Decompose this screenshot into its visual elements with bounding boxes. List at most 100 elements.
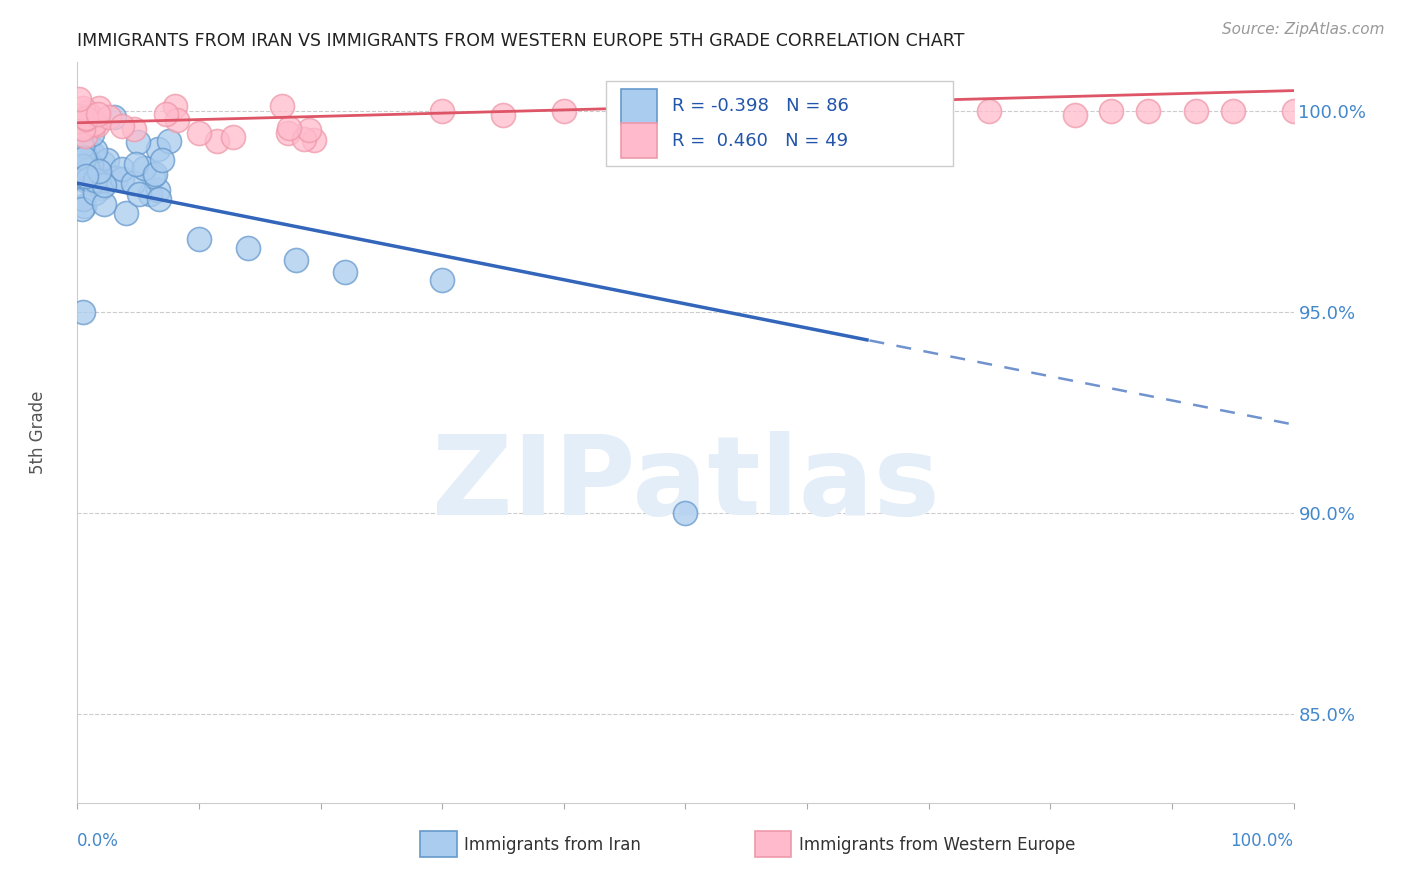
- Point: [90, 174, 112, 188]
- Point: [72, 121, 94, 136]
- Point: [796, 103, 818, 118]
- Point: [72, 117, 94, 131]
- Point: [70, 155, 93, 169]
- Point: [675, 103, 697, 118]
- Point: [122, 122, 145, 136]
- Point: [979, 103, 1001, 118]
- Point: [80, 108, 103, 122]
- Bar: [621, 88, 658, 124]
- Point: [75, 155, 97, 169]
- Text: Source: ZipAtlas.com: Source: ZipAtlas.com: [1222, 22, 1385, 37]
- Point: [613, 103, 636, 118]
- Text: R =  0.460   N = 49: R = 0.460 N = 49: [672, 131, 848, 150]
- Point: [675, 506, 697, 520]
- Point: [72, 305, 94, 319]
- Point: [285, 252, 308, 267]
- Point: [125, 157, 148, 171]
- Point: [1099, 103, 1122, 118]
- Text: Immigrants from Western Europe: Immigrants from Western Europe: [799, 836, 1076, 854]
- Bar: [420, 831, 457, 857]
- Point: [67, 145, 90, 160]
- Point: [918, 103, 941, 118]
- Text: 100.0%: 100.0%: [1230, 832, 1294, 850]
- Point: [492, 108, 515, 122]
- Point: [73, 199, 96, 213]
- Point: [80, 115, 103, 129]
- Point: [67, 171, 90, 186]
- Point: [75, 114, 97, 128]
- Point: [155, 106, 177, 120]
- Point: [1063, 108, 1085, 122]
- Point: [69, 136, 91, 150]
- Point: [1282, 103, 1305, 118]
- Point: [735, 103, 758, 118]
- Point: [76, 162, 98, 177]
- Point: [143, 168, 166, 182]
- Point: [98, 111, 121, 125]
- Point: [1222, 103, 1244, 118]
- Point: [121, 176, 143, 190]
- Point: [77, 145, 100, 159]
- Point: [93, 196, 115, 211]
- Text: R = -0.398   N = 86: R = -0.398 N = 86: [672, 97, 849, 115]
- Point: [67, 119, 90, 133]
- Point: [87, 164, 110, 178]
- Point: [87, 101, 110, 115]
- Point: [111, 119, 134, 133]
- Point: [72, 192, 94, 206]
- Point: [96, 153, 118, 168]
- Point: [82, 146, 104, 161]
- Point: [270, 99, 292, 113]
- Point: [277, 126, 299, 140]
- FancyBboxPatch shape: [606, 81, 953, 166]
- Point: [304, 133, 326, 147]
- Point: [553, 103, 575, 118]
- Point: [1185, 103, 1208, 118]
- Point: [72, 119, 94, 133]
- Point: [69, 135, 91, 149]
- Point: [69, 123, 91, 137]
- Text: Immigrants from Iran: Immigrants from Iran: [464, 836, 641, 854]
- Point: [111, 172, 134, 186]
- Point: [83, 117, 105, 131]
- Point: [222, 129, 245, 144]
- Point: [73, 151, 96, 165]
- Point: [127, 135, 149, 149]
- Point: [236, 241, 259, 255]
- Point: [148, 183, 170, 197]
- Point: [73, 165, 96, 179]
- Point: [79, 116, 101, 130]
- Point: [70, 150, 93, 164]
- Point: [86, 118, 108, 132]
- Point: [278, 121, 301, 136]
- Point: [93, 178, 115, 192]
- Bar: [621, 123, 658, 158]
- Point: [856, 103, 879, 118]
- Point: [75, 112, 97, 127]
- Point: [139, 187, 162, 202]
- Point: [70, 136, 93, 150]
- Point: [148, 192, 170, 206]
- Point: [430, 273, 453, 287]
- Point: [77, 175, 100, 189]
- Point: [166, 113, 188, 128]
- Point: [73, 111, 96, 125]
- Text: 0.0%: 0.0%: [77, 832, 120, 850]
- Point: [77, 171, 100, 186]
- Point: [70, 120, 93, 135]
- Point: [205, 134, 228, 148]
- Point: [69, 144, 91, 158]
- Point: [132, 161, 155, 175]
- Point: [67, 109, 90, 123]
- Point: [80, 158, 103, 172]
- Point: [73, 169, 96, 183]
- Point: [93, 156, 115, 170]
- Point: [75, 111, 97, 125]
- Point: [111, 162, 134, 177]
- Point: [67, 163, 90, 178]
- Point: [67, 134, 90, 148]
- Point: [70, 138, 93, 153]
- Bar: [755, 831, 792, 857]
- Point: [87, 107, 110, 121]
- Point: [142, 169, 165, 183]
